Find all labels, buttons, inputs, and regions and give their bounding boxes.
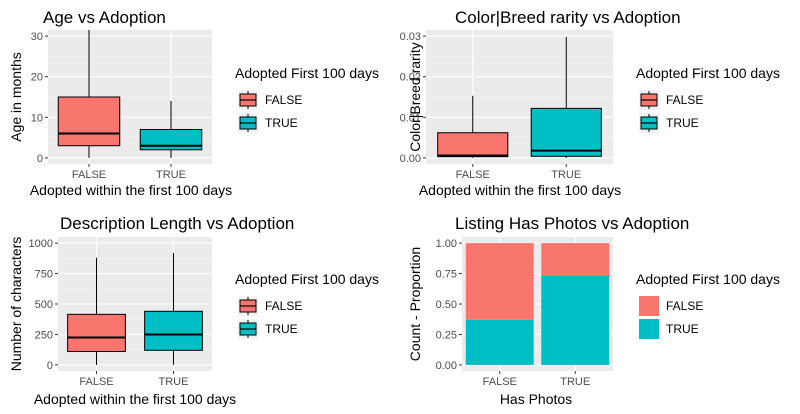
chart-panel-4: 0.00 0.25 0.50 0.75 1.00 FALSE TRUE Listing Has… [407,214,780,407]
y-axis-title: Color|Breed rarity [407,42,423,151]
bar-segment-true [541,275,610,365]
y-tick-label: 0.75 [436,269,457,281]
bar-segment-false [541,243,610,276]
legend-key-true [639,319,659,339]
box-true [144,252,203,365]
y-tick-label: 0.01 [400,112,421,124]
chart-title: Listing Has Photos vs Adoption [455,214,689,233]
box-iqr [139,128,203,151]
legend-title: Adopted First 100 days [235,65,379,81]
x-axis-title: Adopted within the first 100 days [30,182,232,198]
box-true [139,101,203,158]
box-iqr [437,132,509,158]
legend-key-false [639,296,659,316]
y-tick-label: 0.00 [400,153,421,165]
x-tick-label: TRUE [156,169,186,181]
y-axis-title: Number of characters [8,237,24,372]
x-tick-label: FALSE [79,376,113,388]
y-axis-title: Age in months [8,52,24,142]
y-tick-label: 750 [35,269,53,281]
x-axis-title: Has Photos [500,391,572,407]
legend-label-false: FALSE [265,299,302,313]
legend-label-false: FALSE [265,93,302,107]
legend-title: Adopted First 100 days [636,65,780,81]
legend-label-true: TRUE [666,116,699,130]
y-tick-label: 0.25 [436,329,457,341]
legend-label-true: TRUE [265,322,298,336]
x-tick-label: FALSE [72,169,106,181]
x-tick-label: TRUE [159,376,189,388]
y-tick-label: 0 [47,360,53,372]
box-iqr [144,310,203,351]
legend-title: Adopted First 100 days [235,271,379,287]
x-tick-label: FALSE [483,376,517,388]
legend: Adopted First 100 days FALSE TRUE [636,65,780,133]
y-axis-title: Count - Proportion [407,247,423,361]
box-iqr [530,107,602,157]
chart-panel-1: 0 10 20 30 FALSE TRUE Age vs Adoption Adopted w… [8,8,379,198]
y-tick-label: 0.02 [400,72,421,84]
chart-panel-3: 0 250 500 750 1000 FALSE TRUE Description Lengt… [8,214,379,407]
y-tick-label: 0.50 [436,299,457,311]
legend-label-true: TRUE [265,116,298,130]
chart-title: Age vs Adoption [43,8,166,27]
x-tick-label: TRUE [560,376,590,388]
legend-label-false: FALSE [666,299,703,313]
bar-segment-false [465,243,534,320]
y-tick-label: 250 [35,329,53,341]
legend-title: Adopted First 100 days [636,271,780,287]
box-false [67,257,126,365]
x-axis-title: Adopted within the first 100 days [419,182,621,198]
box-iqr [67,313,126,353]
y-tick-label: 0.00 [436,360,457,372]
box-true [530,36,602,158]
legend-label-true: TRUE [666,322,699,336]
box-false [57,30,121,158]
x-tick-label: FALSE [456,169,490,181]
box-false [437,95,509,158]
chart-panel-2: 0.00 0.01 0.02 0.03 FALSE TRUE Color|Breed rar… [400,8,780,198]
x-axis-title: Adopted within the first 100 days [34,391,236,407]
box-iqr [57,96,121,147]
y-tick-label: 1000 [29,238,53,250]
legend: Adopted First 100 days FALSE TRUE [636,271,780,339]
legend: Adopted First 100 days FALSE TRUE [235,65,379,133]
y-tick-label: 10 [31,112,43,124]
y-tick-label: 20 [31,72,43,84]
y-tick-label: 0 [37,153,43,165]
x-tick-label: TRUE [551,169,581,181]
chart-title: Color|Breed rarity vs Adoption [455,8,681,27]
legend: Adopted First 100 days FALSE TRUE [235,271,379,339]
chart-title: Description Length vs Adoption [60,214,294,233]
y-tick-label: 500 [35,299,53,311]
y-tick-label: 30 [31,31,43,43]
y-tick-label: 0.03 [400,31,421,43]
legend-label-false: FALSE [666,93,703,107]
y-tick-label: 1.00 [436,238,457,250]
bar-segment-true [465,319,534,365]
